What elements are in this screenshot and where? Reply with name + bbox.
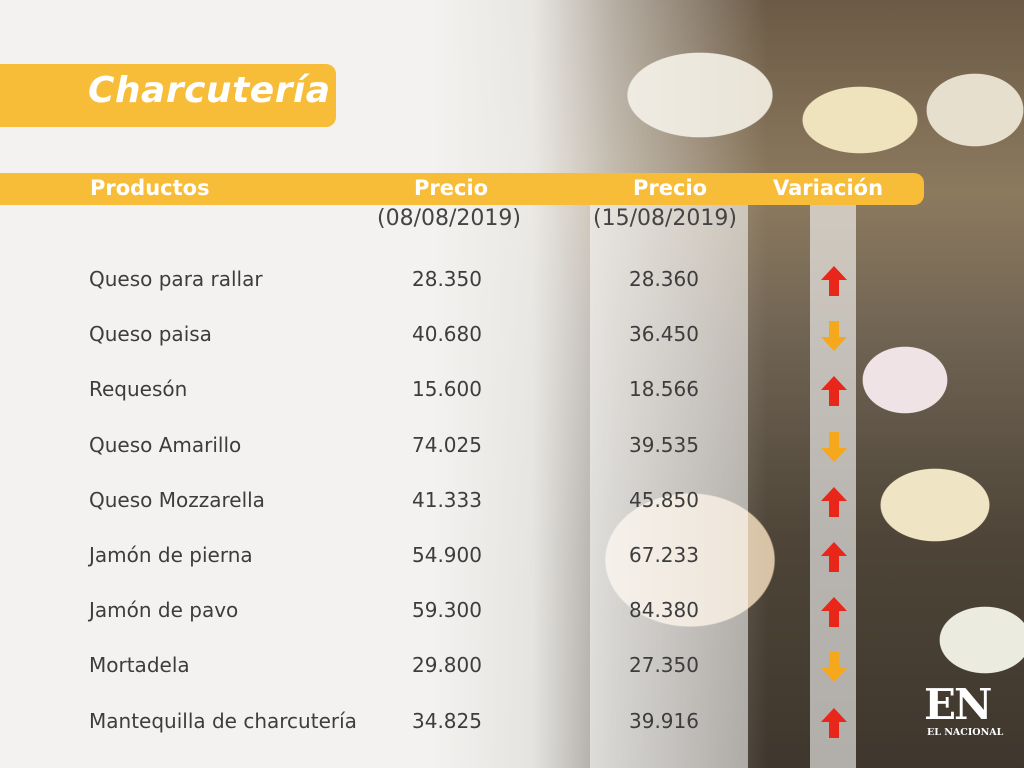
table-row: Jamón de pierna 54.900 67.233: [0, 538, 1024, 578]
logo-subtitle: EL NACIONAL: [927, 727, 1004, 738]
table-row: Jamón de pavo 59.300 84.380: [0, 593, 1024, 633]
price-week-1: 34.825: [412, 709, 482, 733]
page-title: Charcutería: [88, 70, 331, 111]
date-1: (08/08/2019): [377, 206, 521, 231]
price-week-2: 28.360: [629, 267, 699, 291]
product-name: Queso Mozzarella: [89, 488, 265, 512]
price-week-1: 29.800: [412, 653, 482, 677]
price-week-2: 39.916: [629, 709, 699, 733]
price-week-2: 36.450: [629, 322, 699, 346]
price-column-highlight: [590, 205, 748, 768]
price-week-2: 84.380: [629, 598, 699, 622]
price-week-1: 41.333: [412, 488, 482, 512]
price-week-1: 54.900: [412, 543, 482, 567]
product-name: Queso para rallar: [89, 267, 263, 291]
table-row: Mantequilla de charcutería 34.825 39.916: [0, 704, 1024, 744]
price-week-1: 15.600: [412, 377, 482, 401]
arrow-up-icon: [821, 597, 847, 627]
table-row: Requesón 15.600 18.566: [0, 372, 1024, 412]
price-week-1: 28.350: [412, 267, 482, 291]
price-week-1: 74.025: [412, 433, 482, 457]
price-week-2: 67.233: [629, 543, 699, 567]
product-name: Jamón de pavo: [89, 598, 239, 622]
title-banner: [0, 64, 336, 127]
el-nacional-logo: EN EL NACIONAL: [924, 684, 1004, 744]
header-variacion: Variación: [773, 176, 884, 200]
arrow-up-icon: [821, 542, 847, 572]
table-row: Queso Mozzarella 41.333 45.850: [0, 483, 1024, 523]
arrow-up-icon: [821, 487, 847, 517]
product-name: Requesón: [89, 377, 188, 401]
date-2: (15/08/2019): [593, 206, 737, 231]
arrow-up-icon: [821, 266, 847, 296]
header-precio-1: Precio: [414, 176, 489, 200]
arrow-down-icon: [821, 652, 847, 682]
table-row: Mortadela 29.800 27.350: [0, 648, 1024, 688]
product-name: Mortadela: [89, 653, 190, 677]
price-week-2: 18.566: [629, 377, 699, 401]
arrow-up-icon: [821, 376, 847, 406]
table-row: Queso para rallar 28.350 28.360: [0, 262, 1024, 302]
header-precio-2: Precio: [633, 176, 708, 200]
price-week-2: 39.535: [629, 433, 699, 457]
header-productos: Productos: [90, 176, 210, 200]
table-row: Queso Amarillo 74.025 39.535: [0, 428, 1024, 468]
table-header-bar: [0, 173, 924, 205]
price-week-1: 59.300: [412, 598, 482, 622]
price-week-1: 40.680: [412, 322, 482, 346]
price-week-2: 45.850: [629, 488, 699, 512]
product-name: Queso Amarillo: [89, 433, 242, 457]
logo-mark: EN: [924, 680, 992, 729]
price-week-2: 27.350: [629, 653, 699, 677]
product-name: Queso paisa: [89, 322, 212, 346]
arrow-down-icon: [821, 321, 847, 351]
arrow-down-icon: [821, 432, 847, 462]
arrow-up-icon: [821, 708, 847, 738]
product-name: Mantequilla de charcutería: [89, 709, 357, 733]
product-name: Jamón de pierna: [89, 543, 253, 567]
table-row: Queso paisa 40.680 36.450: [0, 317, 1024, 357]
